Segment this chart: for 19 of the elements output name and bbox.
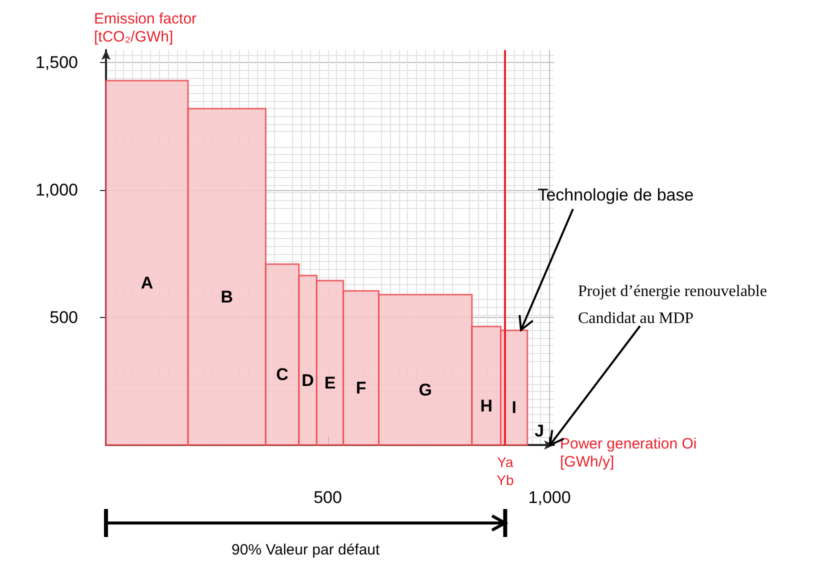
x-axis-title: Power generation Oi [GWh/y] bbox=[560, 436, 697, 470]
y-tick-label: 1,000 bbox=[35, 180, 78, 200]
y-axis-title: Emission factor [tCO₂/GWh] bbox=[94, 10, 197, 46]
annotation: D bbox=[302, 370, 314, 390]
annotation: I bbox=[512, 398, 516, 418]
y-tick-label: 500 bbox=[50, 308, 78, 328]
annotation: Technologie de base bbox=[538, 185, 694, 204]
text: 90% Valeur par défaut bbox=[232, 542, 381, 558]
ref-line-label: Ya Yb bbox=[496, 454, 514, 488]
annotation: F bbox=[356, 378, 366, 398]
annotation: J bbox=[534, 422, 544, 440]
annotation: B bbox=[220, 287, 234, 306]
annotation: C bbox=[276, 365, 288, 384]
annotation: G bbox=[418, 380, 432, 400]
annotation: E bbox=[324, 373, 336, 392]
annotation: A bbox=[140, 273, 154, 292]
y-tick-label: 1,500 bbox=[35, 53, 78, 72]
text: Projet d’énergie renouvelable Candidat au MDP bbox=[578, 283, 767, 327]
annotation: H bbox=[480, 396, 492, 416]
